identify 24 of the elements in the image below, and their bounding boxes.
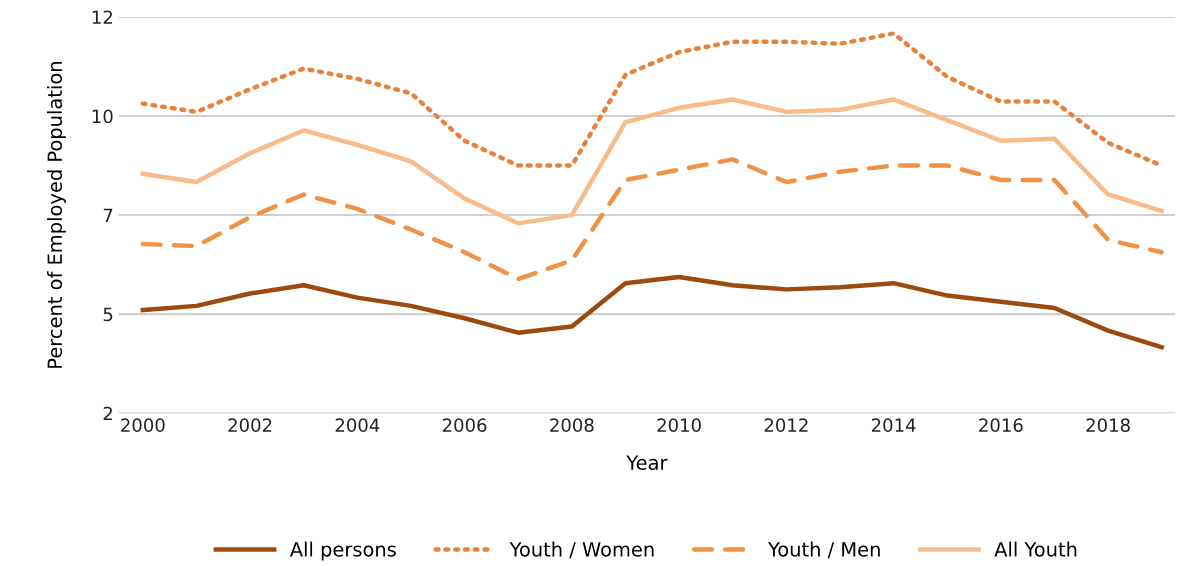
x-tick-label: 2014 — [871, 418, 916, 433]
x-tick-label: 2006 — [442, 418, 487, 433]
x-tick-label: 2010 — [657, 418, 701, 433]
y-axis-title: Percent of Employed Population — [47, 62, 66, 368]
x-tick-label: 2000 — [121, 418, 165, 433]
x-tick-label: 2004 — [335, 418, 380, 433]
y-tick-label: 5 — [103, 307, 113, 322]
legend-label: Youth / Women — [509, 541, 654, 559]
line-series — [140, 157, 1164, 282]
legend-label: All Youth — [994, 541, 1077, 557]
x-tick-label: 2008 — [550, 418, 594, 433]
x-tick-label: 2012 — [764, 418, 808, 433]
y-tick-label: 2 — [103, 406, 113, 421]
x-axis-title: Year — [626, 455, 668, 471]
y-tick-label: 10 — [92, 109, 113, 124]
x-tick-label: 2016 — [979, 418, 1023, 433]
x-tick-label: 2002 — [228, 418, 272, 433]
y-tick-label: 12 — [92, 10, 113, 24]
legend-label: Youth / Men — [767, 541, 880, 559]
y-tick-label: 7 — [103, 208, 113, 222]
line-series — [140, 274, 1164, 350]
legend-label: All persons — [289, 541, 396, 561]
x-tick-label: 2018 — [1086, 418, 1130, 433]
line-series — [140, 97, 1164, 226]
